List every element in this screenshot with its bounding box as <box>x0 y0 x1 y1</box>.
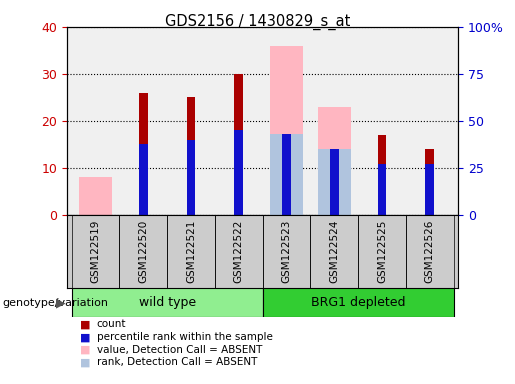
Bar <box>215 215 263 288</box>
Bar <box>406 215 454 288</box>
Bar <box>79 177 112 215</box>
Bar <box>358 215 406 288</box>
Text: BRG1 depleted: BRG1 depleted <box>311 296 405 309</box>
Text: GSM122520: GSM122520 <box>139 220 148 283</box>
Text: ▶: ▶ <box>56 296 65 309</box>
Text: value, Detection Call = ABSENT: value, Detection Call = ABSENT <box>97 345 262 355</box>
Bar <box>270 46 303 215</box>
Text: ■: ■ <box>80 332 90 342</box>
Text: percentile rank within the sample: percentile rank within the sample <box>97 332 273 342</box>
Bar <box>187 140 195 215</box>
Text: GSM122523: GSM122523 <box>282 220 291 283</box>
Bar <box>187 98 195 215</box>
Text: GSM122519: GSM122519 <box>91 220 100 283</box>
Bar <box>139 144 148 215</box>
Bar <box>263 288 454 317</box>
Text: ■: ■ <box>80 358 90 367</box>
Bar <box>270 134 303 215</box>
Bar <box>377 135 386 215</box>
Text: GSM122522: GSM122522 <box>234 220 244 283</box>
Bar <box>377 164 386 215</box>
Bar <box>318 149 351 215</box>
Text: wild type: wild type <box>139 296 196 309</box>
Bar <box>282 134 291 215</box>
Text: GSM122521: GSM122521 <box>186 220 196 283</box>
Bar <box>318 107 351 215</box>
Bar <box>234 74 243 215</box>
Text: ■: ■ <box>80 319 90 329</box>
Bar <box>72 288 263 317</box>
Bar <box>263 215 311 288</box>
Bar <box>425 164 434 215</box>
Text: ■: ■ <box>80 345 90 355</box>
Bar <box>311 215 358 288</box>
Text: genotype/variation: genotype/variation <box>3 298 109 308</box>
Text: count: count <box>97 319 126 329</box>
Bar <box>72 215 119 288</box>
Text: GDS2156 / 1430829_s_at: GDS2156 / 1430829_s_at <box>165 13 350 30</box>
Text: GSM122525: GSM122525 <box>377 220 387 283</box>
Text: rank, Detection Call = ABSENT: rank, Detection Call = ABSENT <box>97 358 257 367</box>
Bar <box>167 215 215 288</box>
Bar <box>119 215 167 288</box>
Text: GSM122524: GSM122524 <box>329 220 339 283</box>
Bar <box>425 149 434 215</box>
Bar <box>234 131 243 215</box>
Text: GSM122526: GSM122526 <box>425 220 435 283</box>
Bar <box>139 93 148 215</box>
Bar <box>330 149 338 215</box>
